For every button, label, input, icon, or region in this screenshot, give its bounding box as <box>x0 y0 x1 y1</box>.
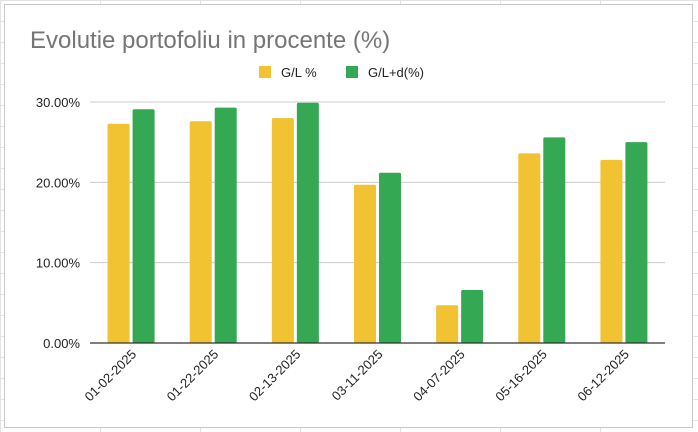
bar-gl-05-16-2025[interactable] <box>518 153 541 343</box>
bar-gld-06-12-2025[interactable] <box>625 142 648 343</box>
bar-gl-01-02-2025[interactable] <box>107 123 130 343</box>
x-tick-label: 04-07-2025 <box>410 347 468 405</box>
legend-label-gl: G/L % <box>281 65 317 80</box>
y-tick-label: 30.00% <box>36 95 81 110</box>
gridlines <box>90 101 665 264</box>
bar-gl-03-11-2025[interactable] <box>354 184 376 343</box>
x-tick-label: 03-11-2025 <box>329 347 386 404</box>
legend-label-gld: G/L+d(%) <box>368 65 424 80</box>
bar-gl-04-07-2025[interactable] <box>436 305 459 343</box>
x-tick-label: 05-16-2025 <box>492 347 550 405</box>
legend: G/L % G/L+d(%) <box>259 65 424 80</box>
x-tick-label: 01-02-2025 <box>82 347 140 405</box>
bar-gld-02-13-2025[interactable] <box>296 102 319 343</box>
y-tick-label: 20.00% <box>36 175 81 190</box>
bar-chart: G/L % G/L+d(%) 0.00% 10.00% 20.00% 30.00… <box>36 65 665 405</box>
x-tick-label: 02-13-2025 <box>246 347 304 405</box>
bar-gld-04-07-2025[interactable] <box>461 289 484 343</box>
bar-gl-02-13-2025[interactable] <box>271 118 294 343</box>
x-tick-label: 06-12-2025 <box>574 347 632 405</box>
y-axis: 0.00% 10.00% 20.00% 30.00% <box>36 95 81 351</box>
bar-gld-03-11-2025[interactable] <box>379 172 401 343</box>
y-tick-label: 10.00% <box>36 256 81 271</box>
chart-card[interactable]: Evolutie portofoliu in procente (%) G/L … <box>4 4 693 428</box>
legend-swatch-gl <box>259 66 271 78</box>
bars <box>107 102 648 343</box>
bar-gl-01-22-2025[interactable] <box>189 121 212 343</box>
bar-gld-01-22-2025[interactable] <box>214 107 237 343</box>
x-axis: 01-02-2025 01-22-2025 02-13-2025 03-11-2… <box>82 347 632 405</box>
x-tick-label: 01-22-2025 <box>164 347 222 405</box>
bar-gld-01-02-2025[interactable] <box>132 109 155 343</box>
legend-swatch-gld <box>346 66 358 78</box>
bar-gld-05-16-2025[interactable] <box>543 137 566 343</box>
bar-gl-06-12-2025[interactable] <box>600 159 623 343</box>
y-tick-label: 0.00% <box>43 336 80 351</box>
chart-title: Evolutie portofoliu in procente (%) <box>30 27 391 54</box>
